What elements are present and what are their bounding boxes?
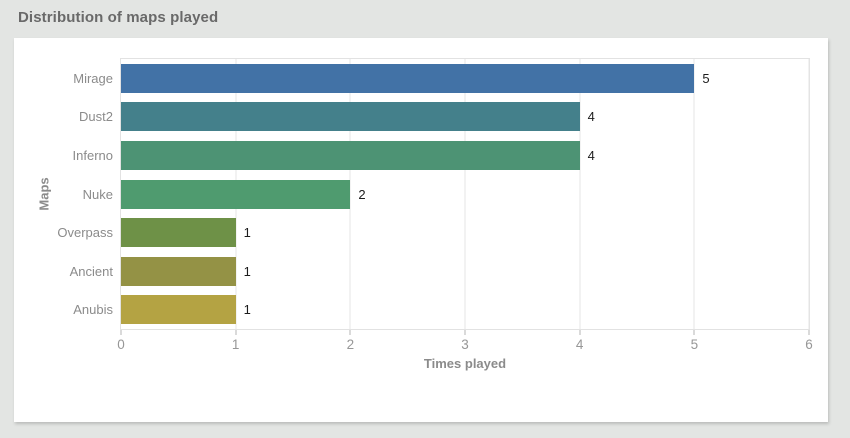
x-tick-mark bbox=[349, 330, 351, 335]
value-label: 1 bbox=[243, 225, 251, 241]
category-label: Overpass bbox=[57, 225, 113, 241]
bar-row: Dust2 4 bbox=[79, 98, 809, 137]
category-label: Dust2 bbox=[79, 109, 113, 125]
plot-area: Mirage 5 Dust2 4 Inferno 4 Nuke 2 Overpass 1 Ancie… bbox=[57, 58, 813, 352]
x-tick-label: 1 bbox=[231, 337, 240, 352]
x-tick-mark bbox=[579, 330, 581, 335]
bar-row: Ancient 1 bbox=[70, 252, 809, 291]
bar bbox=[121, 295, 236, 325]
bar-rows: Mirage 5 Dust2 4 Inferno 4 Nuke 2 Overpass 1 Ancie… bbox=[57, 59, 809, 329]
gridline bbox=[349, 59, 351, 329]
category-label: Inferno bbox=[72, 147, 113, 163]
category-label: Nuke bbox=[82, 186, 113, 202]
category-label: Ancient bbox=[69, 263, 113, 279]
value-label: 1 bbox=[243, 263, 251, 279]
x-tick-mark bbox=[808, 330, 810, 335]
x-tick-mark bbox=[120, 330, 122, 335]
x-tick-mark bbox=[464, 330, 466, 335]
bar-row: Mirage 5 bbox=[73, 59, 809, 98]
gridline bbox=[464, 59, 466, 329]
x-tick-label: 0 bbox=[117, 337, 125, 352]
x-tick-label: 4 bbox=[575, 337, 584, 352]
bar-row: Nuke 2 bbox=[83, 175, 809, 214]
x-tick-mark bbox=[693, 330, 695, 335]
bar-row: Inferno 4 bbox=[73, 136, 809, 175]
page-title: Distribution of maps played bbox=[18, 9, 219, 26]
value-label: 4 bbox=[587, 147, 595, 163]
gridline bbox=[808, 59, 810, 329]
bar-row: Anubis 1 bbox=[73, 290, 809, 329]
bar bbox=[121, 179, 351, 209]
bar bbox=[121, 63, 695, 93]
bar bbox=[121, 102, 580, 132]
x-tick-label: 2 bbox=[346, 337, 355, 352]
value-label: 4 bbox=[587, 109, 595, 125]
value-label: 5 bbox=[702, 70, 710, 86]
category-label: Mirage bbox=[73, 70, 113, 86]
value-label: 1 bbox=[243, 302, 251, 318]
bar bbox=[121, 140, 580, 170]
value-label: 2 bbox=[358, 186, 366, 202]
x-axis-title: Times played bbox=[423, 356, 507, 371]
gridline bbox=[579, 59, 581, 329]
bar-row: Overpass 1 bbox=[57, 213, 809, 252]
chart-card: Mirage 5 Dust2 4 Inferno 4 Nuke 2 Overpass 1 Ancie… bbox=[14, 38, 828, 422]
bar bbox=[121, 256, 236, 286]
gridline bbox=[693, 59, 695, 329]
x-tick-label: 5 bbox=[690, 337, 699, 352]
x-tick-mark bbox=[235, 330, 237, 335]
x-tick-label: 6 bbox=[805, 337, 813, 352]
bar bbox=[121, 218, 236, 248]
category-label: Anubis bbox=[73, 302, 113, 318]
y-axis-title: Maps bbox=[36, 177, 52, 211]
x-tick-label: 3 bbox=[461, 337, 469, 352]
